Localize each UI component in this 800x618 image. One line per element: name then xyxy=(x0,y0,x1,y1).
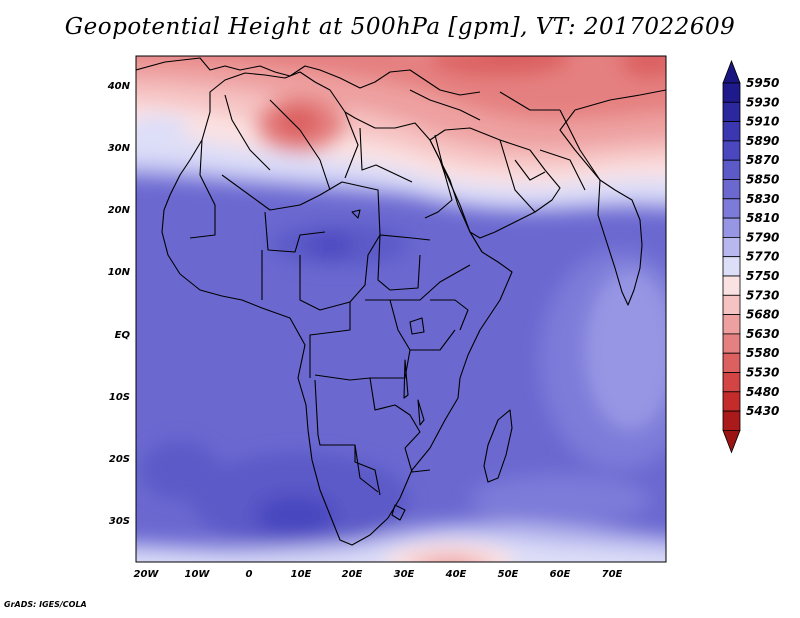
grads-credit: GrADS: IGES/COLA xyxy=(4,600,87,609)
y-tick-label: 20N xyxy=(108,205,131,216)
colorbar-label: 5630 xyxy=(746,327,779,341)
colorbar-label: 5530 xyxy=(746,366,779,380)
colorbar-swatch xyxy=(722,198,741,219)
colorbar-label: 5950 xyxy=(746,76,779,90)
plot-frame xyxy=(135,55,667,563)
colorbar-swatch xyxy=(722,82,741,103)
colorbar-swatch xyxy=(722,121,741,142)
x-tick-label: 20W xyxy=(134,569,160,580)
x-tick-label: 60E xyxy=(550,569,571,580)
x-tick-label: 50E xyxy=(498,569,519,580)
colorbar: 5950 5930 5910 5890 5870 5850 5830 5810 5790 5770… xyxy=(722,59,779,454)
x-tick-label: 10E xyxy=(291,569,312,580)
x-tick-label: 40E xyxy=(445,569,467,580)
colorbar-label: 5580 xyxy=(746,346,779,360)
colorbar-swatch xyxy=(722,179,741,200)
colorbar-label: 5830 xyxy=(746,192,779,206)
x-tick-label: 20E xyxy=(342,569,363,580)
y-tick-label: 10N xyxy=(108,267,131,278)
colorbar-swatch xyxy=(722,372,741,393)
colorbar-swatch xyxy=(722,140,741,161)
colorbar-swatch xyxy=(722,101,741,123)
coastlines xyxy=(136,57,666,546)
x-tick-label: 70E xyxy=(602,569,623,580)
colorbar-swatch xyxy=(722,256,741,277)
colorbar-label: 5790 xyxy=(746,230,779,244)
colorbar-label: 5870 xyxy=(746,153,779,167)
y-tick-label: EQ xyxy=(115,330,131,341)
colorbar-swatch xyxy=(722,159,741,180)
y-axis: 40N 30N 20N 10N EQ 10S 20S 30S xyxy=(107,81,131,527)
colorbar-label: 5810 xyxy=(746,211,779,225)
y-tick-label: 30N xyxy=(108,143,131,154)
colorbar-swatch xyxy=(722,314,741,335)
y-tick-label: 40N xyxy=(107,81,131,92)
x-tick-label: 30E xyxy=(394,569,415,580)
colorbar-swatch xyxy=(722,217,741,238)
x-tick-label: 0 xyxy=(246,569,253,580)
colorbar-swatch xyxy=(722,352,741,373)
colorbar-label: 5890 xyxy=(746,134,779,148)
x-tick-label: 10W xyxy=(185,569,211,580)
colorbar-swatch xyxy=(722,333,741,354)
colorbar-label: 5850 xyxy=(746,173,779,187)
colorbar-swatch xyxy=(722,275,741,296)
colorbar-label: 5770 xyxy=(746,250,779,264)
x-axis: 20W 10W 0 10E 20E 30E 40E 50E 60E 70E xyxy=(134,569,623,580)
colorbar-swatch xyxy=(722,236,741,258)
colorbar-label: 5730 xyxy=(746,288,779,302)
colorbar-label: 5680 xyxy=(746,308,779,322)
colorbar-label: 5930 xyxy=(746,95,779,109)
chart-title: Geopotential Height at 500hPa [gpm], VT:… xyxy=(64,14,736,40)
colorbar-swatch xyxy=(722,294,741,315)
colorbar-swatch xyxy=(722,410,741,431)
height-field xyxy=(136,56,666,562)
y-tick-label: 20S xyxy=(109,454,130,465)
colorbar-label: 5480 xyxy=(746,385,779,399)
colorbar-top-arrow xyxy=(722,59,741,84)
colorbar-swatch xyxy=(722,391,741,412)
colorbar-label: 5750 xyxy=(746,269,779,283)
colorbar-label: 5910 xyxy=(746,115,779,129)
y-tick-label: 10S xyxy=(109,392,130,403)
colorbar-bottom-arrow xyxy=(722,429,741,454)
colorbar-label: 5430 xyxy=(746,404,779,418)
y-tick-label: 30S xyxy=(109,516,130,527)
